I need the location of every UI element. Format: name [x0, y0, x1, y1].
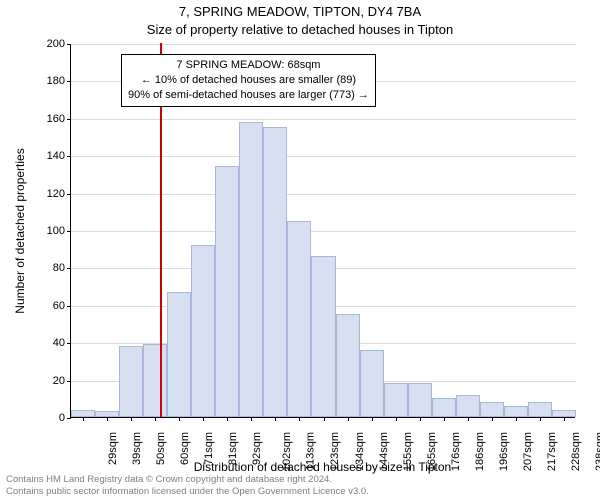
chart-infobox: 7 SPRING MEADOW: 68sqm ← 10% of detached…: [121, 54, 376, 107]
xtick-mark: [420, 417, 421, 421]
histogram-bar: [311, 256, 335, 417]
ytick-mark: [67, 81, 71, 82]
histogram-bar: [552, 410, 576, 417]
ytick-label: 200: [25, 38, 65, 50]
ytick-mark: [67, 268, 71, 269]
xtick-mark: [348, 417, 349, 421]
footer-line-1: Contains HM Land Registry data © Crown c…: [6, 474, 369, 486]
ytick-label: 0: [25, 412, 65, 424]
histogram-bar: [504, 406, 528, 417]
histogram-bar: [167, 292, 191, 417]
histogram-bar: [239, 122, 263, 417]
histogram-bar: [191, 245, 215, 417]
xtick-mark: [203, 417, 204, 421]
ytick-label: 20: [25, 375, 65, 387]
ytick-mark: [67, 156, 71, 157]
ytick-label: 80: [25, 262, 65, 274]
footer-line-2: Contains public sector information licen…: [6, 486, 369, 498]
histogram-bar: [384, 383, 408, 417]
xtick-mark: [131, 417, 132, 421]
histogram-bar: [287, 221, 311, 417]
xtick-mark: [540, 417, 541, 421]
ytick-label: 140: [25, 150, 65, 162]
ytick-mark: [67, 381, 71, 382]
ytick-label: 120: [25, 188, 65, 200]
ytick-label: 40: [25, 337, 65, 349]
ytick-mark: [67, 119, 71, 120]
histogram-bar: [119, 346, 143, 417]
histogram-bar: [360, 350, 384, 417]
xtick-mark: [179, 417, 180, 421]
footer-attribution: Contains HM Land Registry data © Crown c…: [6, 474, 369, 498]
xtick-mark: [324, 417, 325, 421]
ytick-mark: [67, 418, 71, 419]
histogram-bar: [480, 402, 504, 417]
x-axis-label: Distribution of detached houses by size …: [70, 460, 575, 474]
gridline: [71, 231, 576, 232]
infobox-line-1: 7 SPRING MEADOW: 68sqm: [128, 58, 369, 73]
histogram-chart: 02040608010012014016018020029sqm39sqm50s…: [70, 44, 575, 418]
xtick-mark: [444, 417, 445, 421]
title-main: 7, SPRING MEADOW, TIPTON, DY4 7BA: [0, 4, 600, 19]
xtick-mark: [275, 417, 276, 421]
gridline: [71, 156, 576, 157]
histogram-bar: [408, 383, 432, 417]
histogram-bar: [528, 402, 552, 417]
xtick-mark: [492, 417, 493, 421]
xtick-mark: [155, 417, 156, 421]
xtick-mark: [83, 417, 84, 421]
infobox-line-3: 90% of semi-detached houses are larger (…: [128, 88, 369, 103]
xtick-mark: [468, 417, 469, 421]
histogram-bar: [432, 398, 456, 417]
ytick-label: 60: [25, 300, 65, 312]
xtick-mark: [516, 417, 517, 421]
xtick-label: 238sqm: [594, 432, 600, 471]
title-sub: Size of property relative to detached ho…: [0, 22, 600, 37]
ytick-label: 160: [25, 113, 65, 125]
ytick-mark: [67, 231, 71, 232]
ytick-label: 180: [25, 75, 65, 87]
gridline: [71, 44, 576, 45]
histogram-bar: [336, 314, 360, 417]
histogram-bar: [215, 166, 239, 417]
ytick-mark: [67, 306, 71, 307]
ytick-mark: [67, 44, 71, 45]
xtick-mark: [227, 417, 228, 421]
histogram-bar: [263, 127, 287, 417]
infobox-line-2: ← 10% of detached houses are smaller (89…: [128, 73, 369, 88]
gridline: [71, 194, 576, 195]
ytick-mark: [67, 343, 71, 344]
xtick-mark: [107, 417, 108, 421]
ytick-mark: [67, 194, 71, 195]
xtick-mark: [396, 417, 397, 421]
ytick-label: 100: [25, 225, 65, 237]
histogram-bar: [456, 395, 480, 417]
histogram-bar: [71, 410, 95, 417]
xtick-mark: [564, 417, 565, 421]
xtick-mark: [299, 417, 300, 421]
xtick-mark: [251, 417, 252, 421]
xtick-mark: [372, 417, 373, 421]
histogram-bar: [143, 344, 167, 417]
gridline: [71, 119, 576, 120]
